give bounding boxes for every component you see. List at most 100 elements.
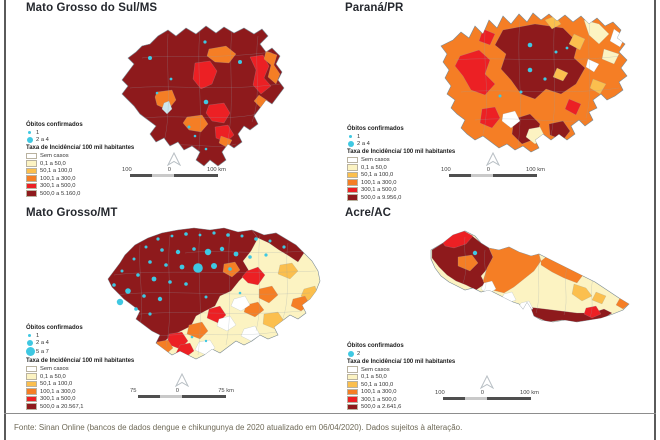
legend-rate-heading: Taxa de Incidência/ 100 mil habitantes [347,358,456,365]
legend-rate-row: 0,1 a 50,0 [347,164,455,171]
death-dot [240,234,244,238]
death-dot [116,298,124,306]
legend-label: Sem casos [40,153,69,160]
death-dot-icon [348,350,354,357]
legend-label: 2 [357,350,361,357]
legend-label: 50,1 a 100,0 [361,381,394,388]
legend-rate-row: Sem casos [347,366,455,373]
legend-death-row: 5 a 7 [26,347,134,357]
legend-label: 300,1 a 500,0 [361,396,397,403]
death-dot [151,276,157,282]
death-dot [136,273,140,277]
source-footnote: Fonte: Sinan Online (bancos de dados den… [14,423,463,432]
legend-label: 1 [36,332,40,339]
legend-rate-row: 100,1 a 300,0 [26,388,134,395]
legend-label: 300,1 a 500,0 [40,183,76,190]
death-dots [148,40,242,151]
north-arrow-icon [486,152,500,166]
death-dot [519,90,523,94]
legend-label: 0,1 a 50,0 [40,373,66,380]
death-dot-icon [348,141,354,148]
municipality-patch [479,106,501,129]
death-dot [543,77,547,81]
legend-swatch [26,167,37,175]
death-dot [554,50,558,54]
legend-label: 1 [357,133,361,140]
legend-rate-row: 500,0 a 20.567,1 [26,403,134,410]
panel-title: Mato Grosso do Sul/MS [26,2,158,14]
scale-left: 75 [130,388,137,394]
death-dot [193,263,203,273]
legend-swatch [347,388,358,396]
legend-label: 100,1 a 300,0 [361,389,397,396]
legend-label: 500,0 a 5.160,0 [40,190,81,197]
death-dot [527,42,533,48]
legend-rate-row: 500,0 a 2.641,6 [347,403,455,411]
death-dot [169,77,173,81]
legend-label: 50,1 a 100,0 [40,381,73,388]
death-dot [198,233,202,237]
legend-swatch [26,380,37,388]
municipality-patch [230,295,251,312]
death-dot [204,147,208,151]
legend-swatch [26,182,37,190]
municipality-patch [258,285,279,304]
death-dot [233,251,239,257]
death-dot-icon [26,347,35,357]
death-dot [472,250,478,256]
legend-swatch [26,190,37,197]
death-dot [184,232,188,236]
death-dot [238,60,242,64]
legend-label: Sem casos [361,157,390,164]
map-legend: Óbitos confirmados 1 2 a 4 Taxa de Incid… [347,124,455,202]
legend-label: 500,0 a 9.956,0 [361,194,402,201]
north-arrow-icon [175,373,189,387]
municipality-patch [277,262,299,280]
legend-label: 500,0 a 20.567,1 [40,403,84,410]
municipality-patch [205,102,231,124]
choropleth-map-pr [440,12,628,153]
scale-zero: 0 [486,167,490,173]
death-dot [148,260,152,264]
legend-rate-row: 500,0 a 9.956,0 [347,194,455,201]
scale-zero: 0 [167,167,171,173]
choropleth-map-ms [121,25,285,167]
legend-label: 5 a 7 [36,348,49,355]
death-dot [156,237,160,241]
death-dot [168,280,172,284]
municipality-patch [583,19,610,45]
municipality-patch [216,315,237,332]
legend-swatch [26,365,37,373]
panel-title: Paraná/PR [345,2,404,14]
legend-rate-row: 300,1 a 500,0 [26,182,134,190]
legend-rate-heading: Taxa de Incidência/ 100 mil habitantes [347,149,456,156]
panel-mato-grosso: Mato Grosso/MT Óbitos confirmados 1 2 a … [10,205,332,415]
legend-label: 1 [36,129,40,136]
legend-label: 500,0 a 2.641,6 [361,404,402,411]
legend-label: Sem casos [40,366,69,373]
legend-rate-row: 100,1 a 300,0 [347,179,455,186]
legend-rate-row: 300,1 a 500,0 [347,186,455,194]
death-dots [112,231,286,343]
legend-death-row: 2 a 4 [26,137,134,144]
legend-swatch [26,175,37,182]
legend-swatch [26,160,37,167]
legend-rate-row: Sem casos [26,365,134,373]
legend-rate-row: 50,1 a 100,0 [26,167,134,175]
death-dot [248,255,252,259]
death-dot [204,248,212,256]
death-dot [142,294,146,298]
legend-swatch [347,403,358,411]
scale-left: 100 [122,167,132,173]
death-dot [155,91,159,95]
legend-label: 100,1 a 300,0 [361,179,397,186]
right-page-border [654,0,656,440]
legend-death-row: 1 [26,129,134,136]
death-dot [164,263,168,267]
death-dot [203,99,209,105]
death-dot [204,339,208,343]
scale-zero: 0 [175,388,179,394]
scale-bar-graphic [130,174,218,177]
legend-label: 0,1 a 50,0 [40,160,66,167]
map-legend: Óbitos confirmados 2 Taxa de Incidência/… [347,341,455,411]
